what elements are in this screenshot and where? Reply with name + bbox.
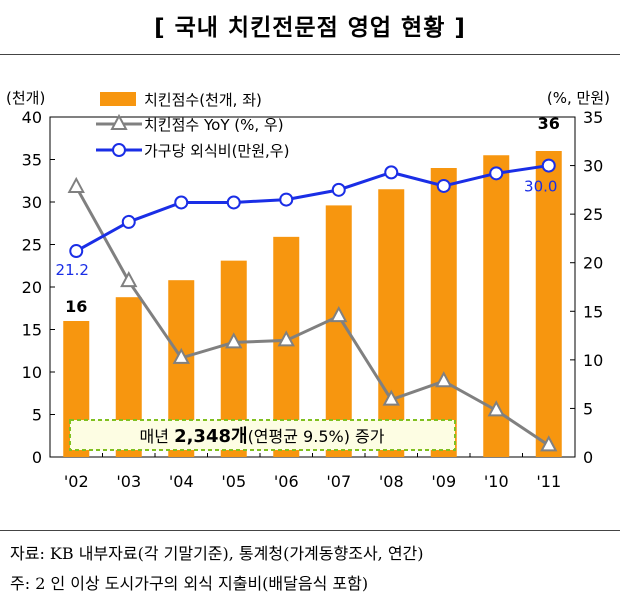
x-axis-tick-label: '11 bbox=[536, 472, 561, 491]
x-axis-tick-label: '05 bbox=[221, 472, 246, 491]
x-axis-tick-label: '09 bbox=[431, 472, 456, 491]
left-axis-tick-label: 40 bbox=[22, 108, 42, 127]
spending-point bbox=[279, 192, 294, 207]
x-axis-tick-label: '04 bbox=[169, 472, 194, 491]
right-axis-tick-label: 0 bbox=[583, 448, 593, 467]
spending-point bbox=[489, 166, 504, 181]
legend-marker-yoy bbox=[110, 113, 128, 130]
spending-point bbox=[69, 244, 84, 259]
bar-data-label: 36 bbox=[538, 114, 560, 133]
right-axis-tick-label: 5 bbox=[583, 399, 593, 418]
x-axis-tick-label: '10 bbox=[484, 472, 509, 491]
yoy-point bbox=[487, 400, 505, 417]
yoy-point bbox=[382, 389, 400, 406]
left-axis-tick-label: 35 bbox=[22, 151, 42, 170]
right-axis-tick-label: 20 bbox=[583, 254, 603, 273]
yoy-point bbox=[435, 371, 453, 388]
left-axis-tick-label: 25 bbox=[22, 236, 42, 255]
yoy-point bbox=[67, 176, 85, 193]
spending-point bbox=[436, 178, 451, 193]
spending-point bbox=[541, 158, 556, 173]
left-axis-unit-label: (천개) bbox=[6, 89, 45, 107]
left-axis-tick-label: 5 bbox=[32, 406, 42, 425]
x-axis-tick-label: '03 bbox=[116, 472, 141, 491]
top-divider bbox=[0, 54, 620, 55]
right-axis-unit-label: (%, 만원) bbox=[547, 89, 610, 107]
yoy-point bbox=[330, 306, 348, 323]
x-axis-tick-label: '02 bbox=[64, 472, 89, 491]
yoy-point bbox=[172, 347, 190, 364]
chart-canvas: 0 5 10 15 20 25 30 35 40 0 5 10 15 20 25 30 35 (천개) (%, 만원… bbox=[6, 89, 610, 491]
yoy-point bbox=[540, 435, 558, 452]
legend-label: 가구당 외식비(만원,우) bbox=[144, 142, 289, 160]
legend-marker-spending bbox=[112, 143, 126, 157]
legend-swatch-bar bbox=[100, 92, 136, 106]
right-axis-tick-label: 30 bbox=[583, 157, 603, 176]
right-axis-tick-label: 10 bbox=[583, 351, 603, 370]
annotation-box bbox=[69, 419, 456, 451]
yoy-point bbox=[120, 271, 138, 288]
spending-data-label: 30.0 bbox=[524, 178, 557, 196]
spending-line bbox=[75, 164, 549, 253]
spending-data-label: 21.2 bbox=[56, 261, 89, 279]
legend-label: 치킨점수(천개, 좌) bbox=[144, 91, 262, 109]
left-axis-tick-label: 15 bbox=[22, 321, 42, 340]
spending-point bbox=[174, 195, 189, 210]
bar bbox=[378, 189, 405, 457]
x-axis-tick-label: '08 bbox=[379, 472, 404, 491]
spending-point bbox=[226, 195, 241, 210]
right-axis-tick-label: 25 bbox=[583, 205, 603, 224]
x-axis-tick-label: '07 bbox=[326, 472, 351, 491]
left-axis-tick-label: 30 bbox=[22, 193, 42, 212]
bar-data-label: 16 bbox=[65, 297, 87, 316]
chart-title: [ 국내 치킨전문점 영업 현황 ] bbox=[154, 15, 466, 41]
bottom-divider bbox=[0, 530, 620, 531]
legend-label: 치킨점수 YoY (%, 우) bbox=[144, 116, 284, 134]
right-axis-tick-label: 35 bbox=[583, 108, 603, 127]
spending-point bbox=[331, 182, 346, 197]
bar bbox=[430, 168, 457, 457]
right-axis-tick-label: 15 bbox=[583, 302, 603, 321]
x-axis-tick-label: '06 bbox=[274, 472, 299, 491]
left-axis-tick-label: 20 bbox=[22, 278, 42, 297]
yoy-point bbox=[225, 332, 243, 349]
yoy-point bbox=[277, 330, 295, 347]
footnote: 주: 2 인 이상 도시가구의 외식 지출비(배달음식 포함) bbox=[10, 574, 369, 593]
spending-point bbox=[121, 214, 136, 229]
source-note: 자료: KB 내부자료(각 기말기준), 통계청(가계동향조사, 연간) bbox=[10, 544, 424, 563]
annotation-text: 매년 2,348개(연평균 9.5%) 증가 bbox=[140, 426, 385, 447]
spending-point bbox=[384, 165, 399, 180]
left-axis-tick-label: 10 bbox=[22, 363, 42, 382]
yoy-line bbox=[74, 186, 550, 447]
left-axis-tick-label: 0 bbox=[32, 448, 42, 467]
bar bbox=[535, 151, 562, 457]
